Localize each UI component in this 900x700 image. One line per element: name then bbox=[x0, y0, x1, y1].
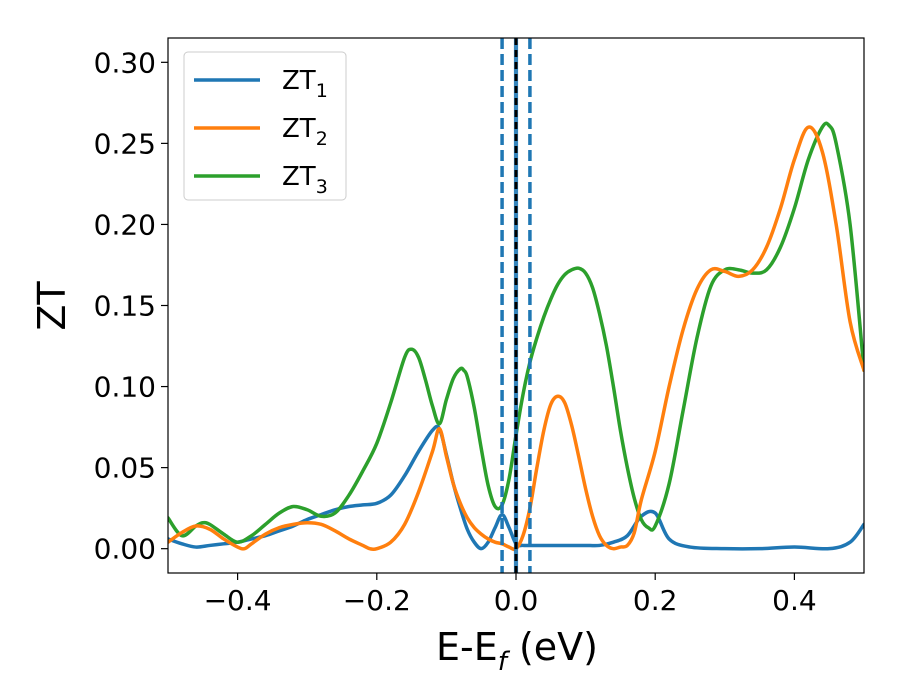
x-axis-title-main: E-E bbox=[436, 625, 498, 669]
x-tick-label: 0.4 bbox=[772, 584, 817, 617]
x-axis-title-unit: (eV) bbox=[507, 625, 598, 669]
y-tick-label: 0.20 bbox=[94, 208, 156, 241]
x-tick-label: 0.0 bbox=[494, 584, 539, 617]
x-tick-label: −0.4 bbox=[204, 584, 272, 617]
y-tick-label: 0.25 bbox=[94, 127, 156, 160]
x-tick-label: 0.2 bbox=[633, 584, 678, 617]
y-axis-title: ZT bbox=[30, 281, 74, 331]
y-tick-label: 0.05 bbox=[94, 452, 156, 485]
y-tick-label: 0.00 bbox=[94, 533, 156, 566]
y-tick-label: 0.30 bbox=[94, 46, 156, 79]
y-tick-label: 0.10 bbox=[94, 371, 156, 404]
y-tick-label: 0.15 bbox=[94, 290, 156, 323]
x-tick-label: −0.2 bbox=[343, 584, 411, 617]
